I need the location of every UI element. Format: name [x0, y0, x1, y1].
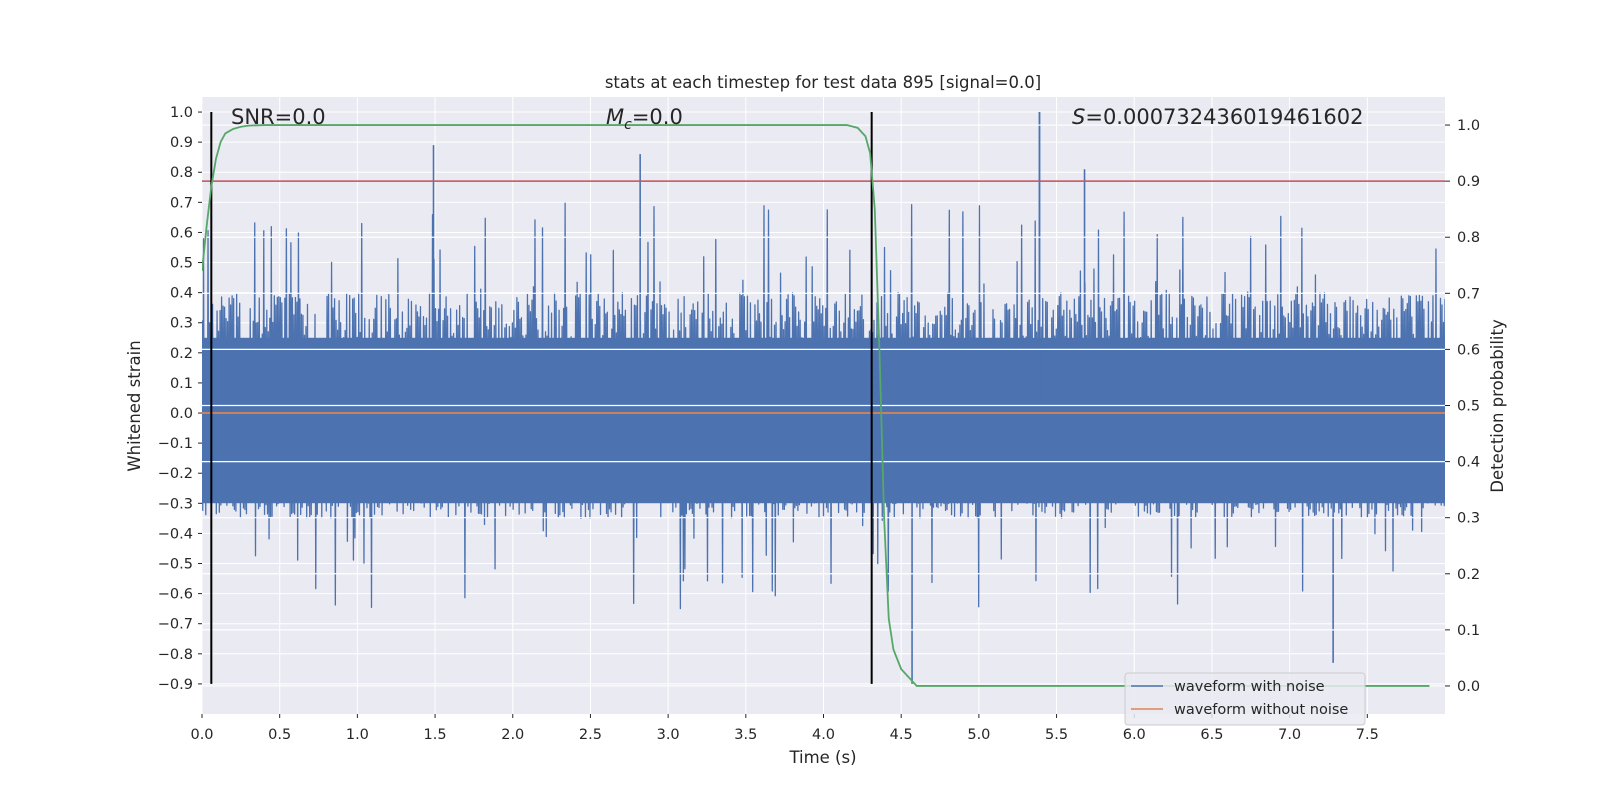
- axes-layer: 0.0 0.5 1.0 1.5 2.0 2.5 3.0 3.5 4.0 4.5 5.0 5.5 6.0 6…: [158, 105, 1480, 743]
- y-right-tick-label: 0.4: [1457, 455, 1480, 471]
- y-left-tick-label: −0.2: [158, 466, 193, 482]
- x-tick-label: 6.0: [1123, 727, 1146, 743]
- y-left-tick-label: −0.5: [158, 557, 193, 573]
- y-right-tick-label: 1.0: [1457, 118, 1480, 134]
- y-left-tick-label: −0.7: [158, 617, 193, 633]
- mc-subscript: c: [624, 117, 632, 133]
- x-tick-label: 7.0: [1278, 727, 1301, 743]
- y-left-tick-label: 0.6: [170, 225, 193, 241]
- y-right-tick-label: 0.6: [1457, 342, 1480, 358]
- s-symbol: S: [1072, 105, 1085, 129]
- y-left-tick-label: −0.9: [158, 677, 193, 693]
- x-tick-label: 5.0: [967, 727, 990, 743]
- legend: waveform with noise waveform without noi…: [1124, 672, 1366, 726]
- s-value: =0.000732436019461602: [1085, 105, 1363, 129]
- y-right-tick-label: 0.3: [1457, 511, 1480, 527]
- detection-probability-line: [202, 124, 1430, 687]
- y-right-tick-label: 0.2: [1457, 567, 1480, 583]
- series-layer: [202, 112, 1445, 684]
- y-left-tick-label: 0.8: [170, 165, 193, 181]
- y-left-tick-label: 0.2: [170, 346, 193, 362]
- y-left-tick-label: −0.4: [158, 526, 193, 542]
- x-tick-label: 6.5: [1200, 727, 1223, 743]
- x-tick-label: 5.5: [1045, 727, 1068, 743]
- mc-symbol: M: [606, 105, 624, 129]
- y-right-tick-label: 0.1: [1457, 623, 1480, 639]
- y-left-tick-label: −0.8: [158, 647, 193, 663]
- x-tick-label: 7.5: [1356, 727, 1379, 743]
- y-left-tick-label: 0.4: [170, 286, 193, 302]
- legend-label-noise: waveform with noise: [1174, 679, 1325, 695]
- legend-label-clean: waveform without noise: [1174, 702, 1348, 718]
- x-tick-label: 1.0: [346, 727, 369, 743]
- y-axis-label-left: Whitened strain: [125, 340, 144, 471]
- x-tick-label: 3.5: [734, 727, 757, 743]
- x-tick-label: 2.0: [501, 727, 524, 743]
- x-tick-label: 4.5: [890, 727, 913, 743]
- y-right-tick-label: 0.7: [1457, 286, 1480, 302]
- y-left-tick-label: 0.3: [170, 316, 193, 332]
- legend-box: [1124, 672, 1366, 726]
- y-right-tick-label: 0.0: [1457, 679, 1480, 695]
- x-tick-label: 0.5: [268, 727, 291, 743]
- x-axis-label: Time (s): [788, 748, 856, 767]
- y-right-tick-label: 0.8: [1457, 230, 1480, 246]
- y-left-tick-label: 0.1: [170, 376, 193, 392]
- marks-layer: [202, 112, 1445, 687]
- x-tick-label: 2.5: [579, 727, 602, 743]
- x-tick-label: 1.5: [424, 727, 447, 743]
- y-left-tick-label: 0.5: [170, 256, 193, 272]
- chirp-mass-annotation: Mc=0.0: [606, 105, 683, 133]
- chart-title: stats at each timestep for test data 895…: [605, 73, 1041, 92]
- y-left-tick-label: 0.0: [170, 406, 193, 422]
- y-left-tick-label: 0.7: [170, 195, 193, 211]
- x-tick-label: 3.0: [657, 727, 680, 743]
- y-right-tick-label: 0.9: [1457, 174, 1480, 190]
- mc-value: =0.0: [632, 105, 683, 129]
- y-right-tick-label: 0.5: [1457, 399, 1480, 415]
- y-left-tick-label: −0.3: [158, 496, 193, 512]
- x-tick-label: 0.0: [190, 727, 213, 743]
- y-left-tick-label: 0.9: [170, 135, 193, 151]
- noisy-waveform-band: [202, 337, 1445, 504]
- snr-annotation: SNR=0.0: [231, 105, 326, 129]
- y-left-tick-label: −0.1: [158, 436, 193, 452]
- y-left-tick-label: −0.6: [158, 587, 193, 603]
- y-left-tick-label: 1.0: [170, 105, 193, 121]
- x-tick-label: 4.0: [812, 727, 835, 743]
- y-axis-label-right: Detection probability: [1488, 319, 1507, 493]
- s-annotation: S=0.000732436019461602: [1072, 105, 1363, 129]
